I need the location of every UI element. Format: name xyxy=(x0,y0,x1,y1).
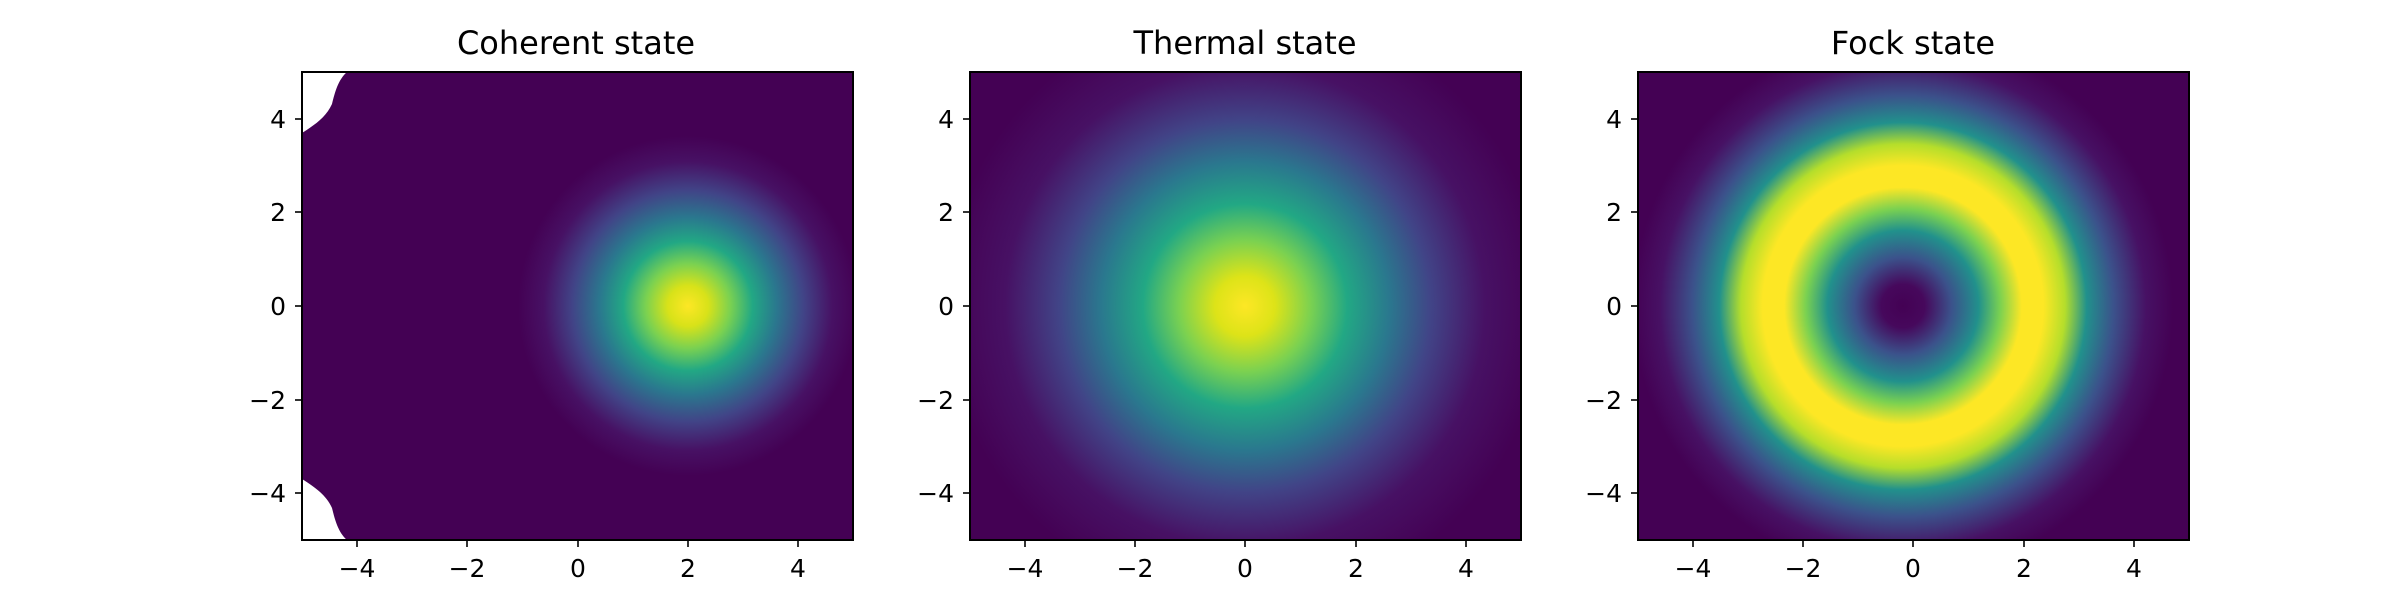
x-tick-label: 0 xyxy=(570,554,586,583)
y-tick-label: 0 xyxy=(270,292,286,321)
y-tick-label: 4 xyxy=(270,105,286,134)
x-tick-label: −2 xyxy=(1785,554,1822,583)
y-tick-label: −2 xyxy=(1585,386,1622,415)
y-axis: 4 2 0 −2 −4 xyxy=(249,105,302,508)
x-axis: −4 −2 0 2 4 xyxy=(1007,540,1474,583)
x-tick-label: −2 xyxy=(449,554,486,583)
x-tick-label: −4 xyxy=(339,554,376,583)
x-tick-label: 2 xyxy=(1348,554,1364,583)
x-tick-label: 2 xyxy=(680,554,696,583)
y-tick-label: 4 xyxy=(938,105,954,134)
y-tick-label: −2 xyxy=(917,386,954,415)
x-tick-label: 0 xyxy=(1237,554,1253,583)
y-axis: 4 2 0 −2 −4 xyxy=(1585,105,1638,508)
x-tick-label: −2 xyxy=(1117,554,1154,583)
y-tick-label: 0 xyxy=(1606,292,1622,321)
x-tick-label: 4 xyxy=(1458,554,1474,583)
y-tick-label: −4 xyxy=(1585,479,1622,508)
panel-title: Coherent state xyxy=(457,24,695,62)
x-tick-label: −4 xyxy=(1675,554,1712,583)
x-tick-label: 0 xyxy=(1905,554,1921,583)
y-tick-label: 2 xyxy=(938,198,954,227)
x-tick-label: 4 xyxy=(790,554,806,583)
y-tick-label: −4 xyxy=(249,479,286,508)
y-tick-label: 2 xyxy=(1606,198,1622,227)
y-tick-label: 4 xyxy=(1606,105,1622,134)
y-axis: 4 2 0 −2 −4 xyxy=(917,105,970,508)
panel-thermal: Thermal state −4 −2 0 2 4 4 2 0 −2 − xyxy=(917,24,1522,583)
panel-coherent: Coherent state −4 −2 0 2 4 4 2 0 xyxy=(249,24,854,583)
x-axis: −4 −2 0 2 4 xyxy=(339,540,806,583)
x-tick-label: −4 xyxy=(1007,554,1044,583)
y-tick-label: 0 xyxy=(938,292,954,321)
y-tick-label: 2 xyxy=(270,198,286,227)
x-tick-label: 4 xyxy=(2126,554,2142,583)
y-tick-label: −4 xyxy=(917,479,954,508)
heatmap-ring xyxy=(1638,72,2189,540)
masked-corner-top xyxy=(302,72,347,133)
y-tick-label: −2 xyxy=(249,386,286,415)
x-axis: −4 −2 0 2 4 xyxy=(1675,540,2142,583)
panel-title: Thermal state xyxy=(1132,24,1356,62)
panel-fock: Fock state −4 −2 0 2 4 4 2 0 −2 −4 xyxy=(1585,24,2190,583)
x-tick-label: 2 xyxy=(2016,554,2032,583)
heatmap-peak xyxy=(970,72,1521,540)
panel-title: Fock state xyxy=(1831,24,1995,62)
masked-corner-bottom xyxy=(302,479,347,540)
heatmap-peak xyxy=(302,72,853,540)
